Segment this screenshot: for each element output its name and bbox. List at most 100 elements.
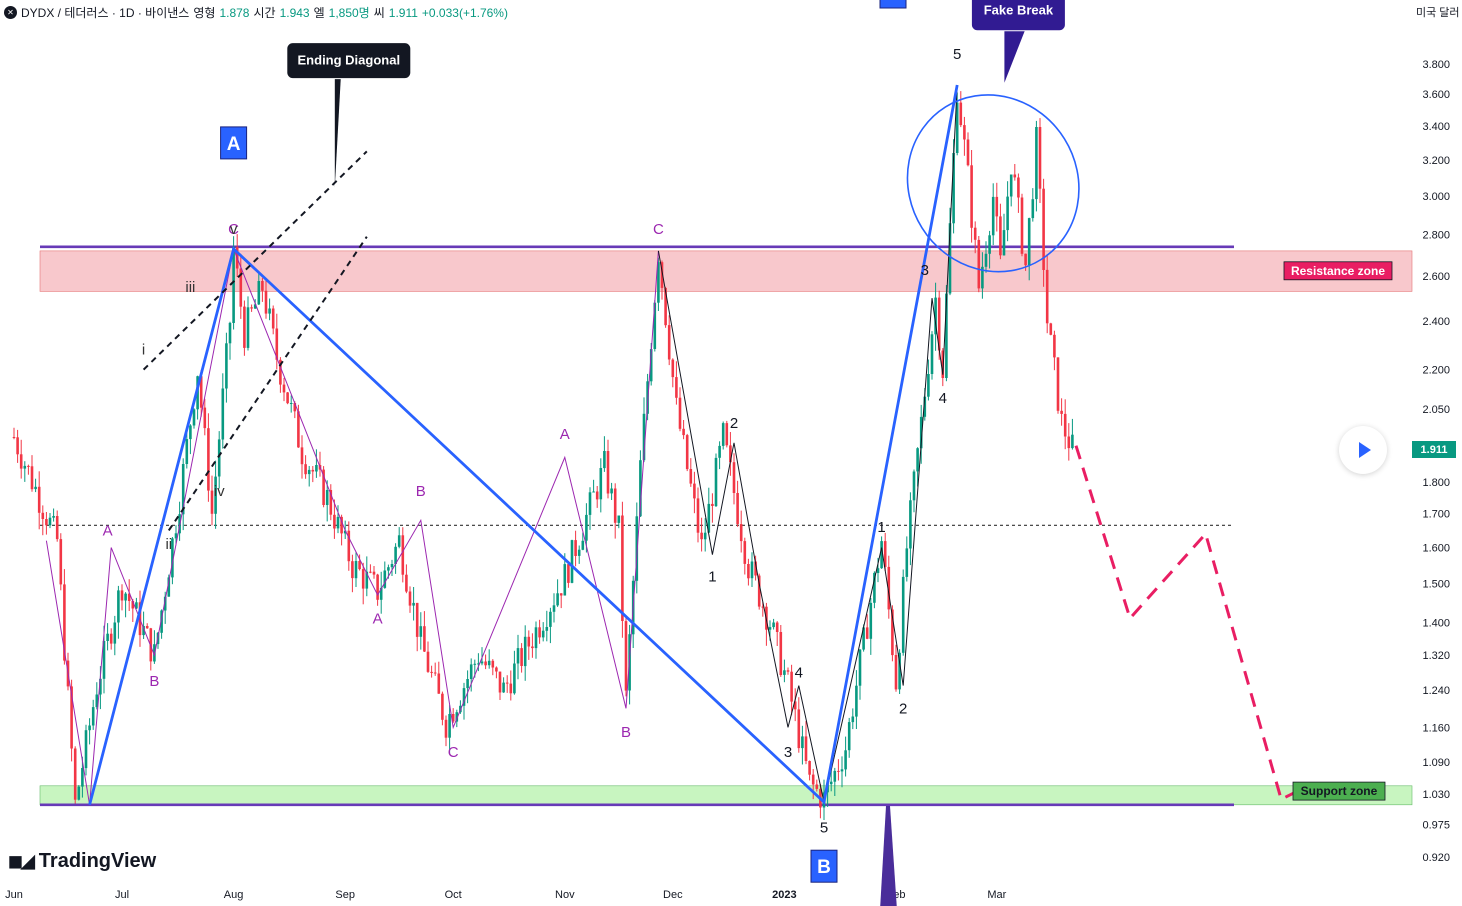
x-axis-tick-label: Jun bbox=[5, 889, 23, 901]
currency-button[interactable]: 미국 달러 bbox=[1416, 7, 1460, 19]
candle-body bbox=[261, 281, 264, 291]
candle-body bbox=[1060, 410, 1063, 414]
candle-body bbox=[534, 627, 538, 649]
callout-pointer bbox=[1004, 26, 1027, 83]
candle-body bbox=[185, 439, 189, 464]
ending-diagonal-line bbox=[167, 236, 368, 531]
candle-body bbox=[739, 524, 743, 542]
candle-body bbox=[383, 570, 387, 588]
candle-body bbox=[307, 469, 311, 475]
candle-body bbox=[289, 403, 293, 404]
candle-body bbox=[689, 469, 693, 484]
y-axis-tick-label: 2.800 bbox=[1422, 230, 1450, 242]
y-axis-tick-label: 1.030 bbox=[1422, 789, 1450, 801]
candle-body bbox=[419, 626, 423, 637]
candle-body bbox=[210, 490, 214, 514]
ending-diagonal-line bbox=[142, 150, 368, 371]
candle-body bbox=[887, 566, 891, 610]
candle-body bbox=[477, 663, 480, 665]
x-axis-tick-label: 2023 bbox=[772, 889, 796, 901]
candle-body bbox=[217, 439, 221, 477]
candle-body bbox=[833, 770, 837, 782]
candle-body bbox=[894, 655, 898, 690]
low-label: 엘 bbox=[313, 6, 325, 20]
play-button[interactable] bbox=[1339, 426, 1387, 474]
candle-body bbox=[952, 153, 955, 224]
candle-body bbox=[167, 577, 171, 597]
candle-body bbox=[264, 290, 268, 314]
y-axis-tick-label: 3.600 bbox=[1422, 89, 1450, 101]
candle-body bbox=[1049, 323, 1053, 335]
candle-body bbox=[1071, 434, 1074, 449]
candle-body bbox=[588, 492, 592, 515]
candle-body bbox=[430, 671, 433, 673]
candle-body bbox=[678, 397, 682, 429]
candle-body bbox=[873, 572, 876, 603]
candle-body bbox=[552, 605, 556, 612]
candle-body bbox=[660, 262, 664, 288]
candle-body bbox=[455, 712, 459, 722]
candle-body bbox=[743, 541, 747, 564]
candle-body bbox=[613, 488, 617, 523]
resistance-zone bbox=[39, 250, 1413, 292]
candle-body bbox=[88, 725, 91, 731]
wave-label: B bbox=[621, 724, 631, 741]
candle-body bbox=[829, 781, 833, 785]
candle-body bbox=[271, 308, 275, 329]
support-zone-tag bbox=[1292, 781, 1386, 801]
purple-wave-line bbox=[45, 247, 659, 805]
candle-body bbox=[498, 671, 502, 693]
candle-body bbox=[45, 519, 48, 526]
candle-body bbox=[250, 307, 253, 309]
wave-label: 4 bbox=[939, 390, 947, 407]
candle-body bbox=[657, 262, 660, 303]
candle-body bbox=[95, 694, 99, 708]
candle-body bbox=[433, 672, 437, 674]
candle-body bbox=[585, 514, 588, 541]
candle-body bbox=[682, 428, 685, 436]
play-icon bbox=[1359, 442, 1371, 458]
blue-wave-line bbox=[88, 84, 959, 806]
candle-body bbox=[372, 571, 376, 575]
candle-body bbox=[941, 350, 945, 378]
candle-body bbox=[358, 561, 361, 570]
support-zone bbox=[39, 785, 1413, 806]
candle-body bbox=[761, 606, 765, 608]
candle-body bbox=[120, 590, 124, 601]
candle-body bbox=[361, 569, 365, 589]
wave-label: 4 bbox=[795, 664, 803, 681]
wave-label: 2 bbox=[730, 415, 738, 432]
candle-body bbox=[491, 660, 495, 668]
wave-label: 5 bbox=[953, 46, 961, 63]
wave-label: iii bbox=[185, 279, 195, 296]
candle-body bbox=[934, 297, 937, 335]
candle-body bbox=[919, 416, 923, 449]
candle-body bbox=[801, 736, 804, 749]
candle-body bbox=[1024, 253, 1027, 266]
candle-body bbox=[981, 266, 984, 289]
candle-body bbox=[412, 602, 415, 606]
candle-body bbox=[621, 515, 624, 621]
wave-label: v bbox=[230, 221, 238, 238]
candle-body bbox=[513, 663, 516, 694]
black-wave-line bbox=[657, 84, 958, 803]
candle-body bbox=[117, 590, 120, 623]
tradingview-logo[interactable]: ◼◢ TradingView bbox=[8, 850, 156, 873]
bottom-pointer-marker bbox=[880, 806, 897, 906]
candle-body bbox=[1053, 334, 1056, 358]
candle-body bbox=[1009, 174, 1013, 197]
candle-body bbox=[700, 532, 703, 540]
candle-body bbox=[329, 490, 333, 515]
candle-body bbox=[369, 571, 372, 573]
low-value: 1,850명 bbox=[328, 6, 370, 20]
corner-label-box bbox=[810, 849, 838, 883]
candle-body bbox=[1063, 413, 1067, 437]
candle-body bbox=[977, 239, 981, 289]
wave-label: i bbox=[142, 342, 145, 359]
symbol-line[interactable]: DYDX / 테더러스 · 1D · 바이낸스 bbox=[21, 6, 190, 20]
wave-label: 3 bbox=[784, 744, 792, 761]
candle-body bbox=[714, 457, 718, 507]
candle-body bbox=[937, 297, 941, 351]
candle-body bbox=[599, 468, 603, 500]
